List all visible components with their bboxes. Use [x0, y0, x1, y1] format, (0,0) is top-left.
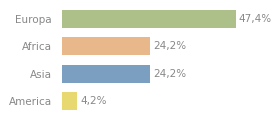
- Text: 4,2%: 4,2%: [80, 96, 106, 106]
- Text: 24,2%: 24,2%: [153, 41, 186, 51]
- Text: 24,2%: 24,2%: [153, 69, 186, 79]
- Text: 47,4%: 47,4%: [239, 14, 272, 24]
- Bar: [62, 65, 150, 83]
- Bar: [62, 10, 235, 28]
- Bar: [62, 37, 150, 55]
- Bar: [62, 92, 77, 110]
